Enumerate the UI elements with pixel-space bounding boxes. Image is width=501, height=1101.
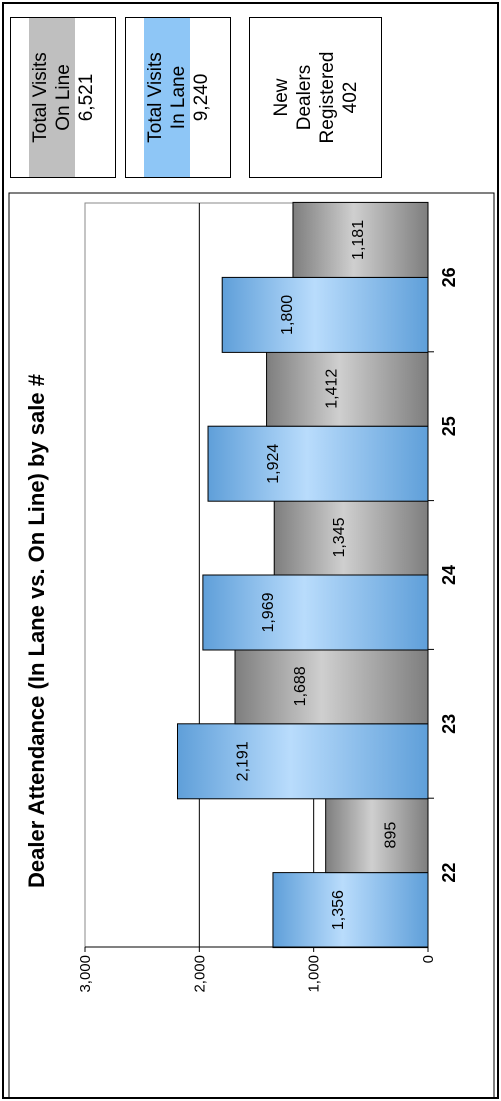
summary-inlane-line1: Total Visits [143, 18, 167, 177]
x-category-label: 23 [439, 714, 459, 734]
plot-area-frame [8, 192, 495, 1099]
y-tick-label: 1,000 [306, 955, 323, 993]
y-tick-label: 0 [420, 955, 437, 963]
bar-in-lane [207, 425, 429, 502]
rotated-canvas: Total Visits On Line 6,521 Total Visits … [4, 4, 501, 1101]
bar-on-line [273, 499, 429, 576]
bar-in-lane [176, 723, 429, 800]
summary-dealers-value: 402 [339, 81, 361, 114]
x-category-label: 22 [439, 863, 459, 883]
chart-title: Dealer Attendance (In Lane vs. On Line) … [24, 374, 49, 888]
y-tick-label: 3,000 [77, 955, 94, 993]
attendance-chart: Dealer Attendance (In Lane vs. On Line) … [8, 192, 495, 1099]
bar-value-label: 1,412 [324, 369, 341, 409]
bar-value-label: 1,345 [331, 517, 348, 557]
summary-dealers-line3: Registered [316, 51, 338, 144]
summary-inlane-line2: In Lane [166, 18, 190, 177]
summary-online-line1: Total Visits [28, 18, 52, 177]
bar-value-label: 895 [383, 822, 400, 849]
bar-on-line [234, 648, 429, 725]
bar-in-lane [272, 872, 429, 949]
summary-inlane-value: 9,240 [190, 73, 212, 122]
bar-value-label: 1,800 [279, 295, 296, 335]
y-tick-label: 2,000 [191, 955, 208, 993]
bar-value-label: 1,969 [260, 592, 277, 632]
summary-dealers-box: New Dealers Registered 402 [249, 17, 382, 178]
bar-in-lane [202, 574, 429, 651]
x-category-label: 26 [439, 267, 459, 287]
summary-online-line2: On Line [51, 18, 75, 177]
bar-value-label: 1,356 [330, 890, 347, 930]
x-category-label: 24 [439, 565, 459, 585]
bar-on-line [266, 350, 429, 427]
bar-value-label: 1,924 [265, 444, 282, 484]
summary-online-value: 6,521 [75, 73, 97, 122]
x-category-label: 25 [439, 416, 459, 436]
summary-dealers-line1: New [270, 78, 292, 117]
bar-value-label: 1,688 [292, 666, 309, 706]
summary-inlane-box: Total Visits In Lane 9,240 [125, 17, 231, 178]
bar-value-label: 1,181 [350, 220, 367, 260]
bar-value-label: 2,191 [234, 741, 251, 781]
summary-online-box: Total Visits On Line 6,521 [10, 17, 116, 178]
summary-dealers-line2: Dealers [293, 64, 315, 131]
bar-on-line [325, 797, 429, 874]
bar-in-lane [221, 276, 429, 353]
